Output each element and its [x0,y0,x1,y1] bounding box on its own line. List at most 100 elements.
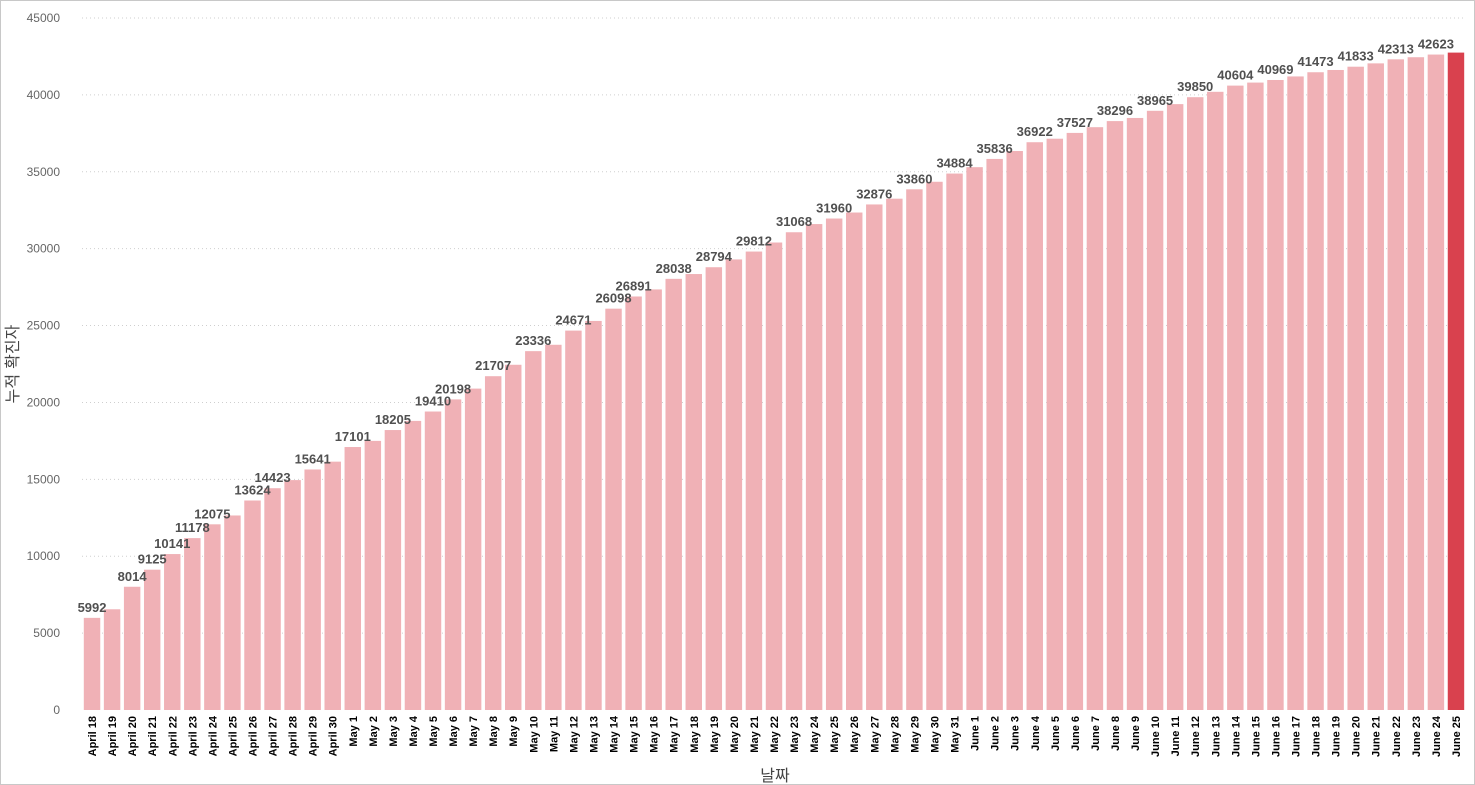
bar[interactable] [164,554,181,710]
bar[interactable] [525,351,542,710]
bar[interactable] [1367,63,1384,711]
bar[interactable] [1327,69,1344,711]
bar[interactable] [805,224,823,710]
bar[interactable] [83,617,101,710]
x-tick-label: June 22 [1391,716,1403,757]
bar[interactable] [685,274,702,710]
bar[interactable] [1146,110,1164,711]
bar[interactable] [645,289,662,710]
y-tick-label: 20000 [27,395,61,409]
bar[interactable] [1026,142,1043,711]
bar[interactable] [1347,66,1364,711]
data-label: 40969 [1257,62,1293,77]
bar[interactable] [745,251,763,711]
x-tick-label: June 17 [1291,716,1303,757]
bar[interactable] [1247,82,1264,710]
x-tick-label: May 20 [729,716,741,753]
x-tick-label: May 1 [348,716,360,747]
bar[interactable] [1407,57,1425,711]
data-label: 18205 [375,412,411,427]
bar[interactable] [565,330,582,710]
data-label: 9125 [138,552,167,567]
bar[interactable] [444,399,462,710]
bar[interactable] [625,296,642,710]
bar[interactable] [1227,85,1244,710]
bar[interactable] [605,308,622,710]
bar[interactable] [404,420,422,710]
x-tick-label: May 27 [869,716,881,753]
x-tick-label: June 5 [1050,716,1062,751]
bar[interactable] [1447,52,1465,711]
bar[interactable] [424,411,442,710]
x-tick-label: May 7 [468,716,480,747]
bar[interactable] [1066,132,1084,710]
bar[interactable] [464,388,482,710]
bar[interactable] [966,167,983,711]
bar[interactable] [1006,151,1023,711]
x-tick-label: May 8 [488,716,500,747]
bar[interactable] [384,430,402,710]
bar[interactable] [1046,138,1064,710]
bar[interactable] [1186,97,1204,710]
bar[interactable] [364,440,382,710]
bar[interactable] [926,181,943,711]
bar[interactable] [785,232,803,710]
bar[interactable] [1166,104,1184,711]
bar[interactable] [505,364,522,710]
bar[interactable] [585,320,602,710]
bar[interactable] [705,267,723,710]
bar[interactable] [765,242,783,710]
data-label: 12075 [194,506,230,521]
bar[interactable] [1387,59,1405,711]
bar[interactable] [204,524,221,710]
x-tick-label: April 24 [207,715,219,756]
bar[interactable] [324,461,341,710]
bar[interactable] [986,158,1003,711]
data-label: 15641 [295,451,331,466]
x-tick-label: May 16 [649,716,661,753]
bar[interactable] [484,376,502,710]
bar[interactable] [244,500,261,710]
bar[interactable] [825,218,843,710]
bar[interactable] [103,609,121,710]
bar[interactable] [184,538,201,710]
data-label: 29812 [736,234,772,249]
bar[interactable] [284,480,301,710]
bar[interactable] [1427,54,1445,710]
bar[interactable] [545,344,562,710]
x-tick-label: April 18 [87,716,99,756]
bar[interactable] [1287,76,1304,711]
data-label: 8014 [118,569,148,584]
bar[interactable] [906,189,923,710]
bar[interactable] [224,515,241,710]
bar[interactable] [866,204,883,710]
bar[interactable] [1126,117,1144,710]
x-tick-label: April 26 [247,716,259,756]
bar[interactable] [846,212,863,711]
x-tick-label: May 25 [829,716,841,753]
bar[interactable] [304,469,321,710]
bar[interactable] [946,173,963,711]
bar[interactable] [1267,79,1284,711]
bar[interactable] [1307,72,1324,710]
bar[interactable] [1106,121,1124,710]
y-tick-label: 25000 [27,319,61,333]
x-tick-label: June 24 [1431,715,1443,757]
bar[interactable] [344,447,362,710]
bar[interactable] [886,198,903,710]
bar[interactable] [725,259,743,710]
data-label: 35836 [977,141,1013,156]
y-axis-ticks: 0 5000 10000 15000 20000 25000 30000 35000 40000… [27,11,61,717]
bar[interactable] [264,488,281,710]
bar[interactable] [123,586,141,710]
bar[interactable] [1207,91,1224,710]
y-tick-label: 45000 [27,11,61,25]
bar[interactable] [1086,127,1104,710]
bar[interactable] [665,278,682,710]
x-tick-label: June 12 [1190,716,1202,757]
bar[interactable] [143,569,161,710]
x-tick-label: May 14 [609,715,621,753]
x-tick-label: June 16 [1270,716,1282,757]
y-tick-label: 0 [53,703,60,717]
